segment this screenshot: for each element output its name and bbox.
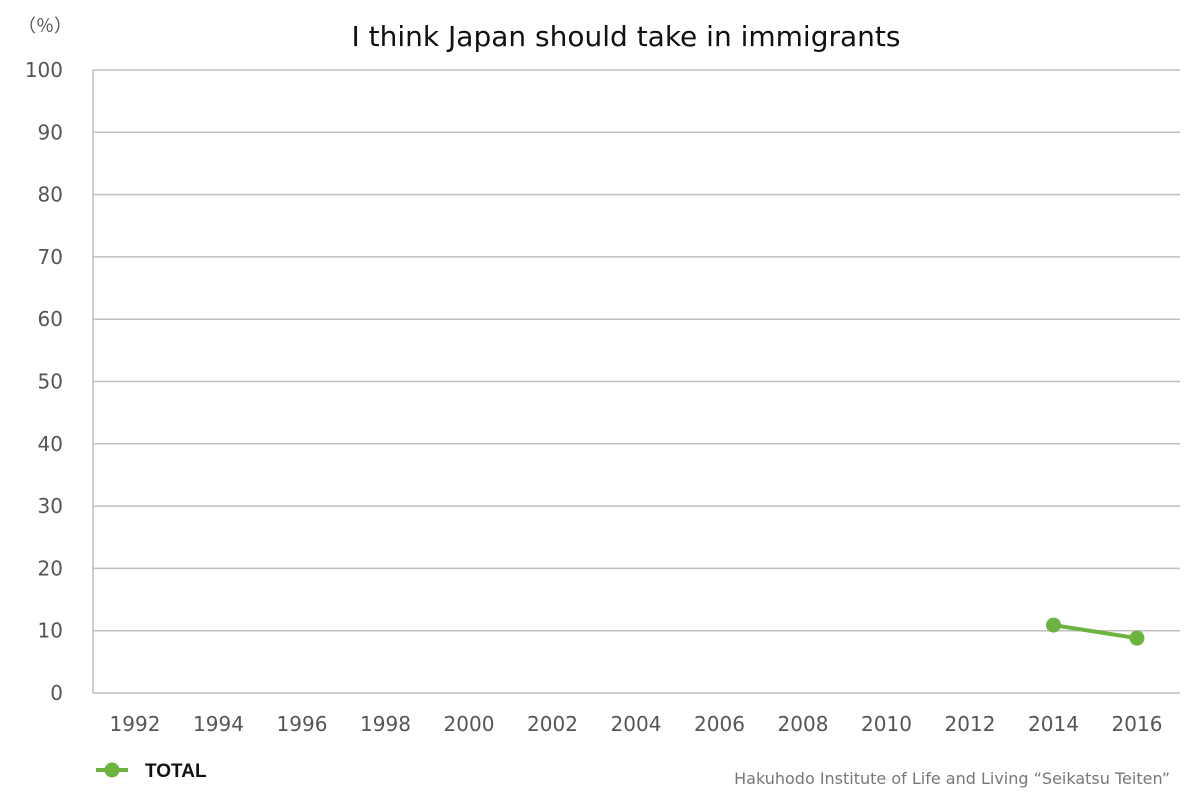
x-tick-label-2010: 2010: [861, 712, 912, 736]
chart-title: I think Japan should take in immigrants: [352, 20, 901, 53]
x-tick-label-2008: 2008: [778, 712, 829, 736]
x-tick-label-2000: 2000: [444, 712, 495, 736]
y-tick-label-40: 40: [38, 432, 63, 456]
x-tick-label-2016: 2016: [1112, 712, 1163, 736]
x-tick-label-1996: 1996: [277, 712, 328, 736]
y-axis-ticks: 0 10 20 30 40 50 60 70 80 90 100: [25, 58, 63, 705]
data-point-2014: [1046, 617, 1061, 633]
data-point-2016: [1129, 630, 1145, 646]
source-note: Hakuhodo Institute of Life and Living “S…: [734, 769, 1170, 788]
y-tick-label-100: 100: [25, 58, 63, 82]
y-tick-label-20: 20: [38, 556, 63, 580]
x-axis-ticks: 1992 1994 1996 1998 2000 2002 2004 2006 2008 2010…: [110, 712, 1163, 736]
x-tick-label-1992: 1992: [110, 712, 161, 736]
y-unit-label: （％）: [18, 16, 72, 37]
x-tick-label-2002: 2002: [527, 712, 578, 736]
y-tick-label-80: 80: [38, 183, 63, 207]
y-tick-label-70: 70: [38, 245, 63, 269]
legend-label: TOTAL: [145, 761, 207, 782]
x-tick-label-1998: 1998: [360, 712, 411, 736]
y-tick-label-10: 10: [38, 619, 63, 643]
x-tick-label-2014: 2014: [1028, 712, 1079, 736]
x-tick-label-2006: 2006: [694, 712, 745, 736]
x-tick-label-2004: 2004: [611, 712, 662, 736]
series-layer: [1046, 617, 1145, 646]
x-tick-label-1994: 1994: [193, 712, 244, 736]
grid-lines: [92, 69, 1180, 694]
series-line-total: [1053, 623, 1138, 641]
x-tick-label-2012: 2012: [945, 712, 996, 736]
legend-dot-marker: [104, 762, 120, 778]
y-tick-label-0: 0: [50, 681, 63, 705]
y-tick-label-60: 60: [38, 307, 63, 331]
y-tick-label-50: 50: [38, 370, 63, 394]
y-tick-label-90: 90: [38, 120, 63, 144]
y-tick-label-30: 30: [38, 494, 63, 518]
legend: TOTAL: [96, 761, 207, 782]
